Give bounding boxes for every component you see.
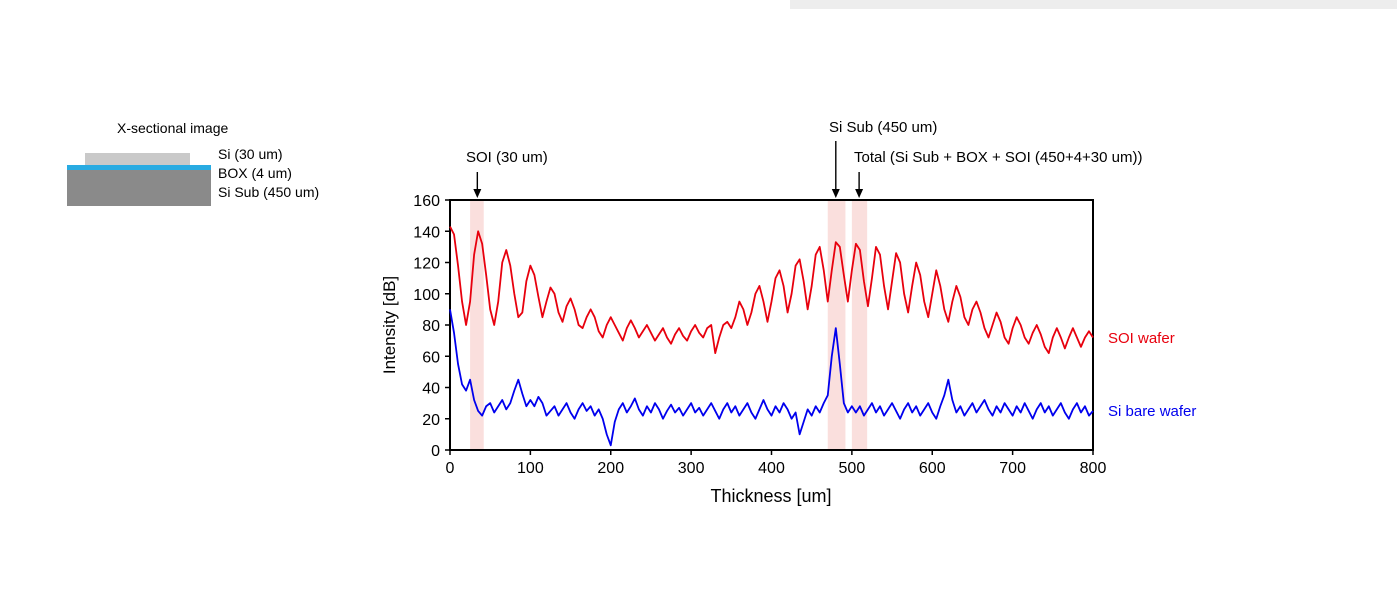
svg-text:600: 600 xyxy=(919,460,946,477)
si-layer-label: Si (30 um) xyxy=(218,146,283,162)
svg-text:100: 100 xyxy=(413,287,440,304)
svg-text:80: 80 xyxy=(422,318,440,335)
svg-text:500: 500 xyxy=(839,460,866,477)
y-axis-title: Intensity [dB] xyxy=(380,275,399,375)
svg-text:200: 200 xyxy=(597,460,624,477)
svg-text:800: 800 xyxy=(1080,460,1107,477)
svg-text:20: 20 xyxy=(422,412,440,429)
svg-text:400: 400 xyxy=(758,460,785,477)
wafer-stack-diagram xyxy=(66,153,212,206)
annotation-total-peak: Total (Si Sub + BOX + SOI (450+4+30 um)) xyxy=(854,149,1143,166)
box-layer xyxy=(67,165,211,170)
si-substrate-layer xyxy=(67,170,211,206)
svg-text:40: 40 xyxy=(422,381,440,398)
svg-text:700: 700 xyxy=(999,460,1026,477)
diagram-title: X-sectional image xyxy=(117,120,229,136)
svg-text:60: 60 xyxy=(422,349,440,366)
soi-wafer-series-label: SOI wafer xyxy=(1108,330,1175,347)
annotation-sisub-peak: Si Sub (450 um) xyxy=(829,119,938,136)
svg-text:300: 300 xyxy=(678,460,705,477)
svg-text:100: 100 xyxy=(517,460,544,477)
si-sub-layer-label: Si Sub (450 um) xyxy=(218,184,320,200)
annotation-soi-peak: SOI (30 um) xyxy=(466,149,548,166)
layer-labels: Si (30 um) BOX (4 um) Si Sub (450 um) xyxy=(218,145,319,202)
intensity-vs-thickness-plot: 0 100 200 300 400 500 600 700 800 0 20 40 60 80 100 120… xyxy=(413,141,1107,477)
svg-text:0: 0 xyxy=(446,460,455,477)
x-axis-title: Thickness [um] xyxy=(710,486,832,506)
si-layer xyxy=(85,153,190,165)
svg-text:140: 140 xyxy=(413,224,440,241)
svg-text:0: 0 xyxy=(431,443,440,460)
top-edge-strip xyxy=(790,0,1397,9)
svg-text:120: 120 xyxy=(413,256,440,273)
svg-text:160: 160 xyxy=(413,193,440,210)
box-layer-label: BOX (4 um) xyxy=(218,165,292,181)
si-bare-wafer-series-label: Si bare wafer xyxy=(1108,403,1197,420)
